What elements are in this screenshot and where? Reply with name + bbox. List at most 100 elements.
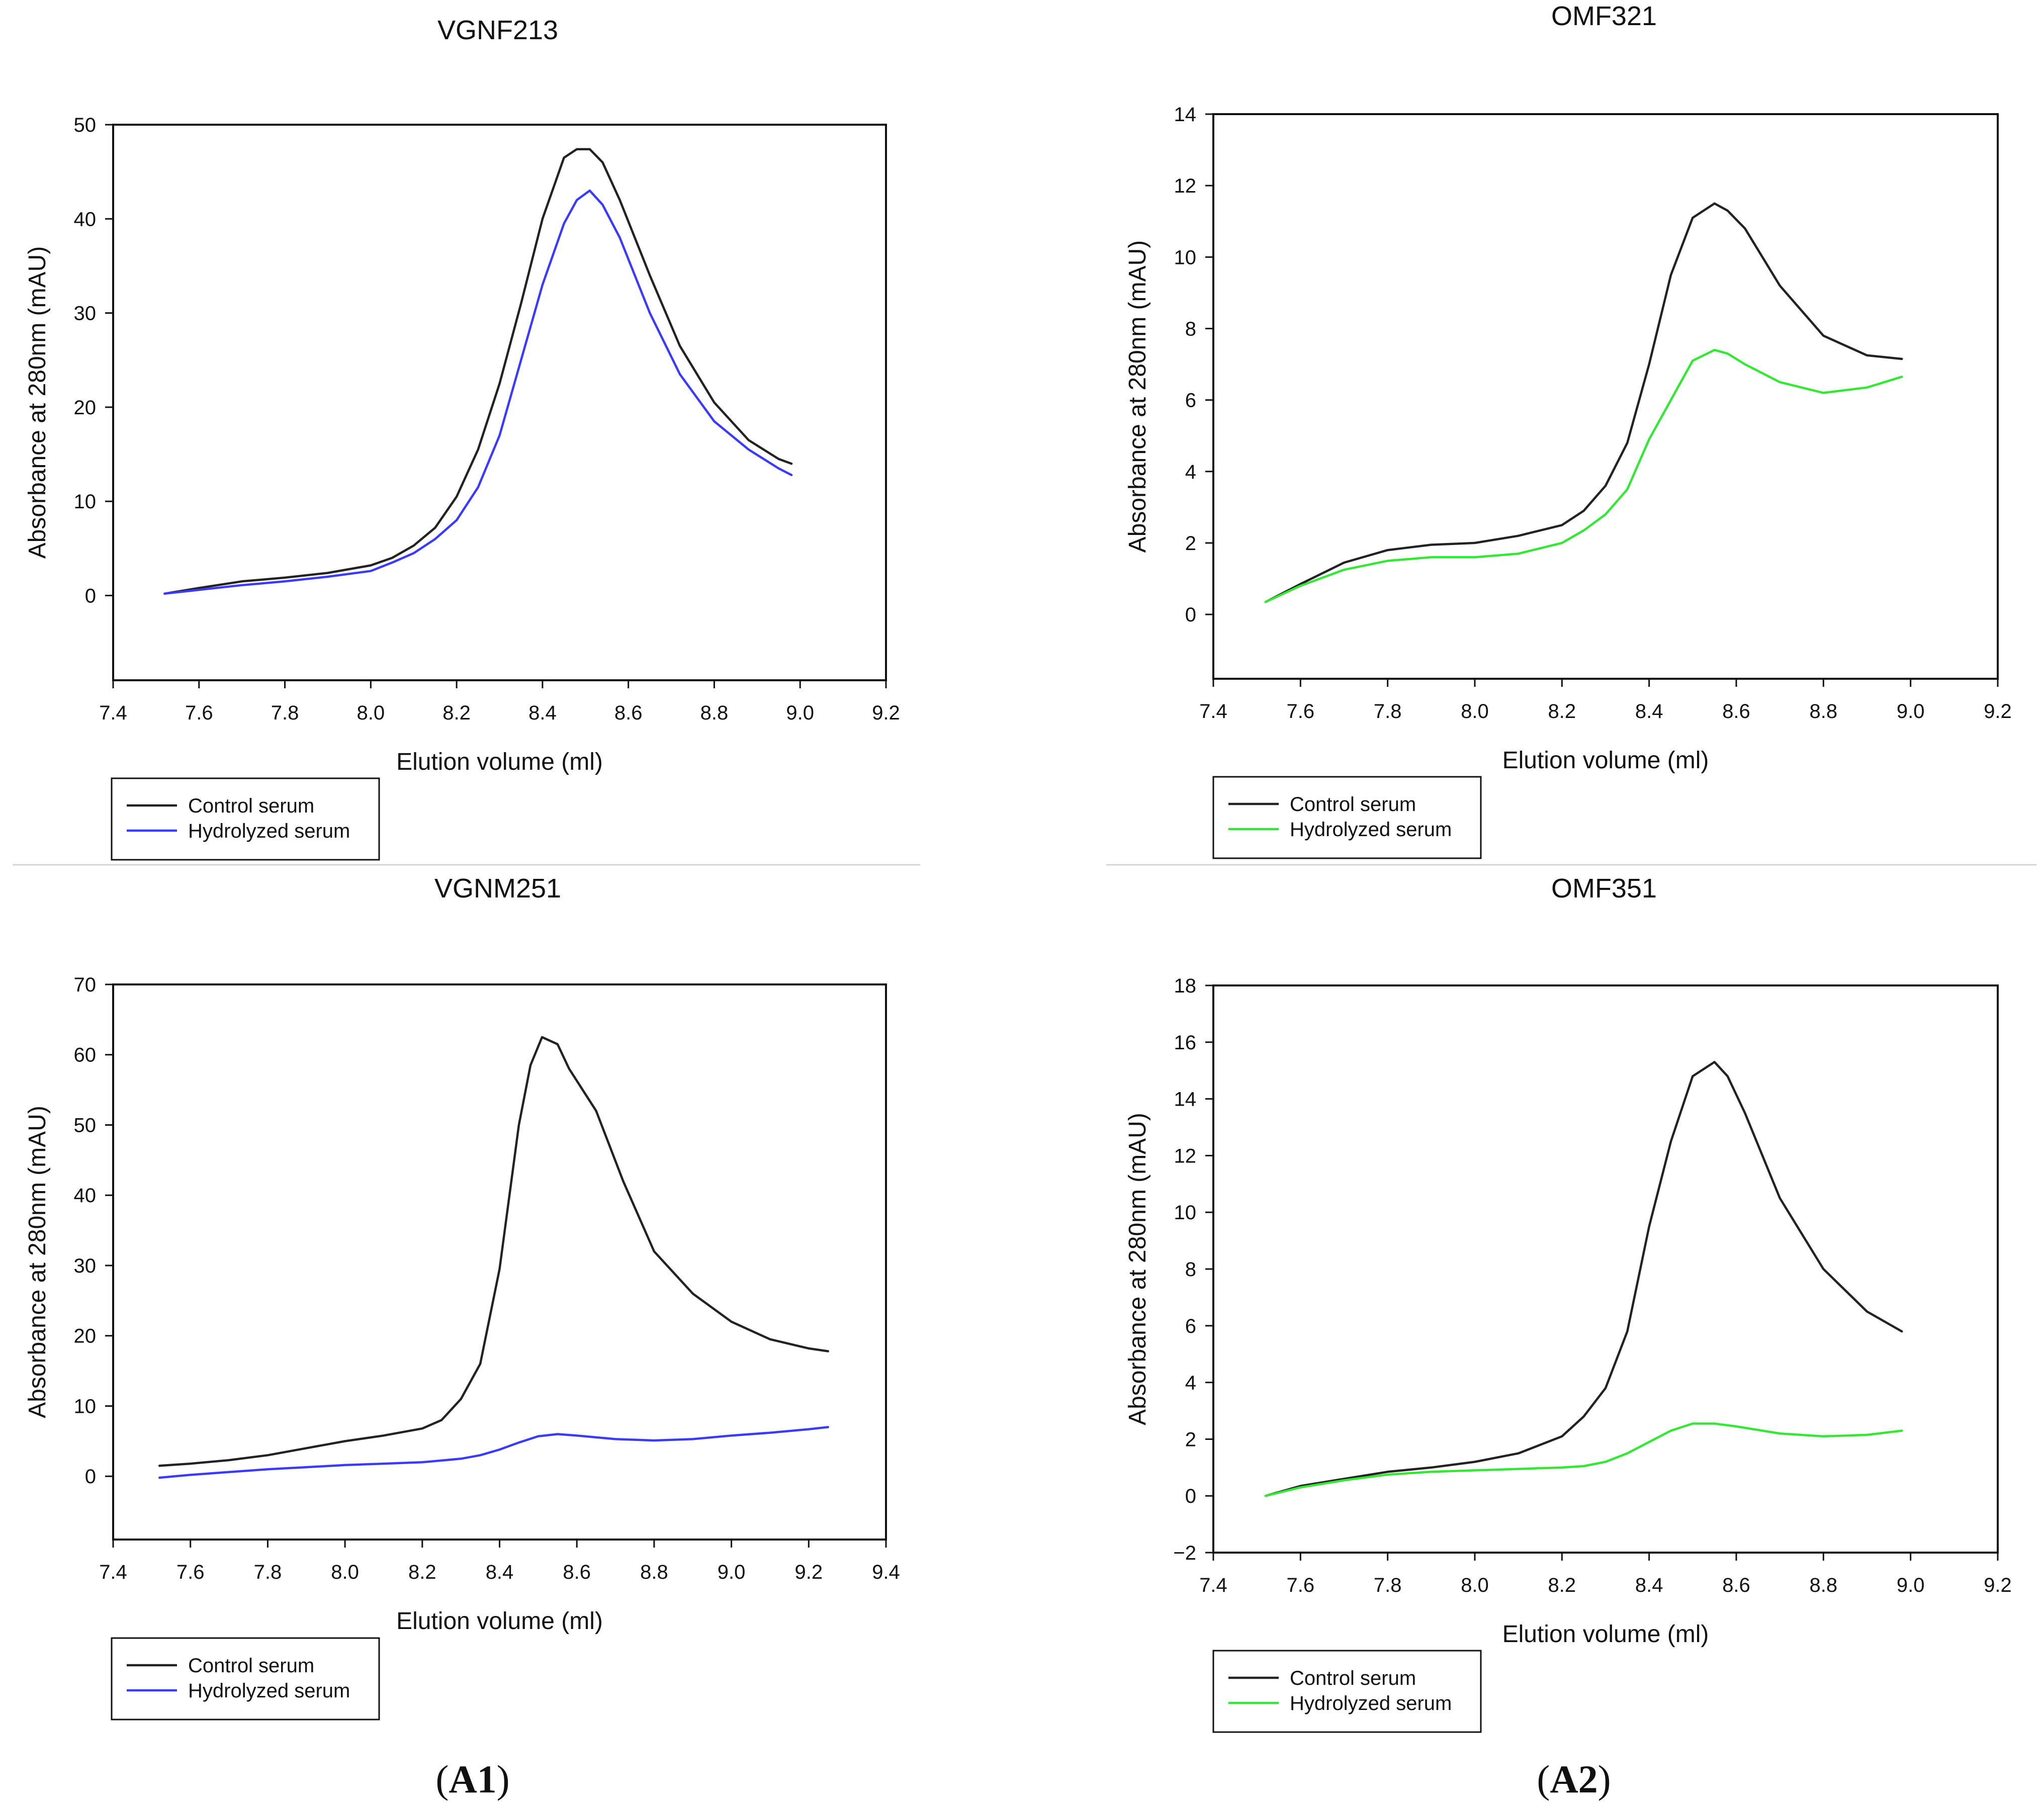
x-tick-label: 8.2 (1548, 1574, 1576, 1596)
x-tick-label: 8.0 (357, 702, 385, 724)
y-tick-label: 2 (1185, 1428, 1196, 1451)
y-tick-label: 50 (74, 114, 97, 136)
chart-title: OMF351 (1551, 873, 1657, 904)
x-tick-label: 7.4 (1199, 1574, 1227, 1596)
y-tick-label: 14 (1174, 104, 1197, 126)
x-axis-label: Elution volume (ml) (1502, 1621, 1709, 1648)
y-tick-label: 0 (85, 585, 96, 607)
x-tick-label: 8.6 (1722, 1574, 1750, 1596)
y-tick-label: 70 (74, 974, 97, 996)
y-tick-label: 12 (1174, 1145, 1197, 1167)
y-axis-label: Absorbance at 280nm (mAU) (24, 246, 51, 559)
chart-vgnm251: VGNM251 7.4 7.6 7.8 8.0 8.2 8.4 8.6 8.8 9.0 9.2 9.4… (24, 873, 900, 1721)
legend: Control serum Hydrolyzed serum (1212, 1650, 1482, 1733)
legend-label: Control serum (188, 795, 314, 817)
y-tick-label: 0 (1185, 1485, 1196, 1507)
x-tick-label: 9.0 (1897, 700, 1925, 723)
y-tick-label: 30 (74, 303, 97, 325)
series-line-hydrolyzed-serum (163, 189, 793, 595)
y-tick-label: 10 (74, 1395, 97, 1417)
y-tick-label: 30 (74, 1255, 97, 1277)
x-tick-label: 7.4 (99, 1561, 127, 1583)
x-tick-label: 7.8 (254, 1561, 282, 1583)
y-tick-label: 10 (1174, 1202, 1197, 1224)
y-tick-label: 8 (1185, 1258, 1196, 1281)
x-tick-label: 7.8 (1374, 700, 1402, 723)
legend-label: Hydrolyzed serum (188, 820, 350, 842)
legend-label: Hydrolyzed serum (188, 1680, 350, 1702)
panel-label-a2: (A2) (1537, 1757, 1611, 1801)
series-line-hydrolyzed-serum (1264, 1422, 1903, 1497)
x-tick-label: 8.8 (700, 702, 729, 724)
y-tick-label: 0 (1185, 604, 1196, 626)
x-tick-label: 8.4 (1635, 1574, 1663, 1596)
x-tick-label: 8.4 (528, 702, 557, 724)
x-tick-label: 7.4 (99, 702, 127, 724)
legend-label: Hydrolyzed serum (1290, 819, 1452, 841)
legend-box (111, 777, 380, 861)
series-line-control-serum (1264, 202, 1903, 603)
y-tick-label: 10 (74, 491, 97, 513)
series-line-control-serum (158, 1036, 829, 1467)
y-tick-label: 10 (1174, 246, 1197, 268)
chart-title: OMF321 (1551, 1, 1657, 31)
plot-frame (1212, 113, 1999, 680)
x-tick-label: 8.4 (1635, 700, 1663, 723)
chart-vgnf213: VGNF213 7.4 7.6 7.8 8.0 8.2 8.4 8.6 8.8 9.0 9.2 0 10… (24, 15, 900, 861)
x-tick-label: 7.8 (271, 702, 299, 724)
legend-label: Control serum (188, 1655, 314, 1677)
legend: Control serum Hydrolyzed serum (1212, 776, 1482, 859)
chart-title: VGNM251 (434, 873, 561, 904)
y-tick-label: 40 (74, 208, 97, 230)
legend: Control serum Hydrolyzed serum (111, 1637, 380, 1721)
y-tick-label: 20 (74, 397, 97, 419)
x-axis-label: Elution volume (ml) (1502, 747, 1709, 774)
y-axis-label: Absorbance at 280nm (mAU) (24, 1106, 51, 1418)
x-tick-label: 8.4 (486, 1561, 514, 1583)
series-line-hydrolyzed-serum (158, 1426, 829, 1479)
x-tick-label: 8.2 (442, 702, 471, 724)
plot-frame (1212, 984, 1999, 1554)
x-tick-label: 8.6 (563, 1561, 591, 1583)
y-tick-label: 16 (1174, 1032, 1197, 1054)
x-tick-label: 7.4 (1199, 700, 1227, 723)
x-tick-label: 8.0 (1461, 700, 1489, 723)
chart-omf321: OMF321 7.4 7.6 7.8 8.0 8.2 8.4 8.6 8.8 9.0 9.2 0 2 4 6… (1124, 1, 2012, 859)
series-line-hydrolyzed-serum (1264, 348, 1903, 603)
x-tick-label: 9.2 (794, 1561, 823, 1583)
y-tick-label: 2 (1185, 532, 1196, 555)
x-tick-label: 8.8 (640, 1561, 668, 1583)
x-tick-label: 9.0 (786, 702, 814, 724)
x-tick-label: 7.6 (1287, 700, 1315, 723)
y-tick-label: −2 (1173, 1542, 1196, 1564)
x-tick-label: 7.6 (1287, 1574, 1315, 1596)
y-tick-label: 20 (74, 1325, 97, 1347)
y-tick-label: 14 (1174, 1089, 1197, 1111)
y-tick-label: 18 (1174, 975, 1197, 997)
legend-box (1212, 1650, 1482, 1733)
panel-label-a1: (A1) (435, 1757, 509, 1801)
y-tick-label: 50 (74, 1114, 97, 1136)
x-tick-label: 8.0 (331, 1561, 359, 1583)
x-tick-label: 7.8 (1374, 1574, 1402, 1596)
y-axis-label: Absorbance at 280nm (mAU) (1124, 1113, 1151, 1425)
y-axis-label: Absorbance at 280nm (mAU) (1124, 240, 1151, 553)
x-tick-label: 9.2 (1984, 1574, 2012, 1596)
legend-label: Control serum (1290, 1667, 1416, 1689)
x-tick-label: 8.6 (1722, 700, 1750, 723)
x-tick-label: 9.2 (1984, 700, 2012, 723)
x-axis-label: Elution volume (ml) (396, 1608, 603, 1635)
chart-title: VGNF213 (437, 15, 558, 45)
y-tick-label: 8 (1185, 318, 1196, 340)
legend-label: Control serum (1290, 793, 1416, 816)
legend-label: Hydrolyzed serum (1290, 1692, 1452, 1714)
chart-omf351: OMF351 7.4 7.6 7.8 8.0 8.2 8.4 8.6 8.8 9.0 9.2 −2 0 2… (1124, 873, 2012, 1733)
legend-box (1212, 776, 1482, 859)
y-tick-label: 6 (1185, 390, 1196, 412)
x-tick-label: 8.2 (408, 1561, 436, 1583)
x-tick-label: 8.8 (1810, 700, 1838, 723)
y-tick-label: 40 (74, 1185, 97, 1207)
x-tick-label: 9.0 (1897, 1574, 1925, 1596)
x-tick-label: 8.8 (1810, 1574, 1838, 1596)
